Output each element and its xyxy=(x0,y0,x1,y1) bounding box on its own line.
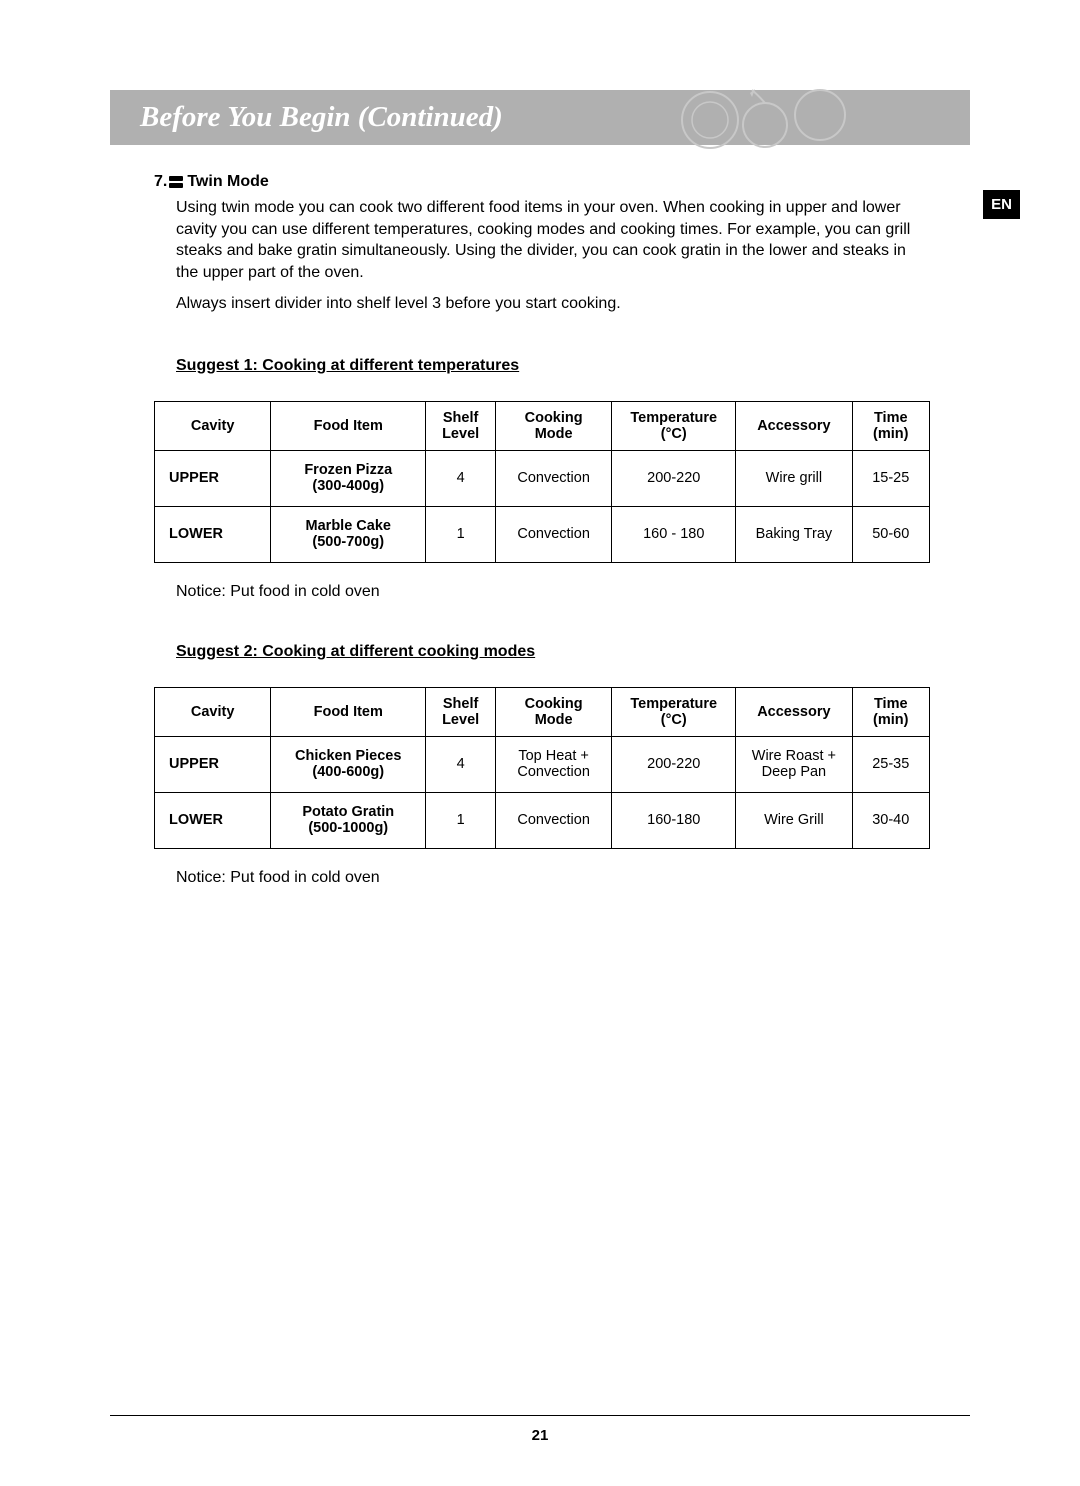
th-accessory: Accessory xyxy=(736,401,852,450)
table-row: UPPER Frozen Pizza (300-400g) 4 Convecti… xyxy=(155,450,930,506)
cell-temp: 200-220 xyxy=(612,736,736,792)
table-row: UPPER Chicken Pieces (400-600g) 4 Top He… xyxy=(155,736,930,792)
cell-time: 30-40 xyxy=(852,792,930,848)
cell-mode: Convection xyxy=(496,506,612,562)
section-paragraph-1: Using twin mode you can cook two differe… xyxy=(176,197,930,283)
cell-food: Frozen Pizza (300-400g) xyxy=(271,450,426,506)
header-decoration xyxy=(670,85,850,155)
cell-cavity: UPPER xyxy=(155,450,271,506)
suggest1-title: Suggest 1: Cooking at different temperat… xyxy=(176,357,930,375)
language-badge: EN xyxy=(983,190,1020,219)
cell-acc: Baking Tray xyxy=(736,506,852,562)
cell-shelf: 1 xyxy=(426,506,496,562)
th-accessory: Accessory xyxy=(736,687,852,736)
suggest2-table: Cavity Food Item Shelf Level Cooking Mod… xyxy=(154,687,930,849)
suggest1-table: Cavity Food Item Shelf Level Cooking Mod… xyxy=(154,401,930,563)
section-paragraph-2: Always insert divider into shelf level 3… xyxy=(176,293,930,315)
content-area: 7. Twin Mode Using twin mode you can coo… xyxy=(110,173,970,887)
th-mode: Cooking Mode xyxy=(496,401,612,450)
cell-acc: Wire grill xyxy=(736,450,852,506)
th-shelf: Shelf Level xyxy=(426,687,496,736)
cell-temp: 160 - 180 xyxy=(612,506,736,562)
cell-cavity: UPPER xyxy=(155,736,271,792)
th-cavity: Cavity xyxy=(155,401,271,450)
cell-mode: Convection xyxy=(496,450,612,506)
cell-temp: 160-180 xyxy=(612,792,736,848)
cell-acc: Wire Grill xyxy=(736,792,852,848)
cell-shelf: 4 xyxy=(426,450,496,506)
cell-shelf: 4 xyxy=(426,736,496,792)
th-shelf: Shelf Level xyxy=(426,401,496,450)
th-time: Time (min) xyxy=(852,401,930,450)
cell-acc: Wire Roast + Deep Pan xyxy=(736,736,852,792)
suggest2-notice: Notice: Put food in cold oven xyxy=(176,869,930,887)
section-number: 7. xyxy=(154,173,167,191)
th-food: Food Item xyxy=(271,401,426,450)
table-header-row: Cavity Food Item Shelf Level Cooking Mod… xyxy=(155,401,930,450)
table-row: LOWER Marble Cake (500-700g) 1 Convectio… xyxy=(155,506,930,562)
cell-temp: 200-220 xyxy=(612,450,736,506)
cell-cavity: LOWER xyxy=(155,506,271,562)
header-title: Before You Begin (Continued) xyxy=(140,101,503,134)
suggest2-title: Suggest 2: Cooking at different cooking … xyxy=(176,643,930,661)
section-title: Twin Mode xyxy=(187,173,268,191)
th-temp: Temperature (°C) xyxy=(612,401,736,450)
cell-time: 15-25 xyxy=(852,450,930,506)
th-cavity: Cavity xyxy=(155,687,271,736)
suggest1-notice: Notice: Put food in cold oven xyxy=(176,583,930,601)
cell-mode: Convection xyxy=(496,792,612,848)
page-container: Before You Begin (Continued) EN 7. Twin … xyxy=(0,0,1080,1486)
cell-shelf: 1 xyxy=(426,792,496,848)
cell-food: Chicken Pieces (400-600g) xyxy=(271,736,426,792)
section-heading: 7. Twin Mode xyxy=(154,173,930,191)
th-time: Time (min) xyxy=(852,687,930,736)
table-row: LOWER Potato Gratin (500-1000g) 1 Convec… xyxy=(155,792,930,848)
th-food: Food Item xyxy=(271,687,426,736)
th-temp: Temperature (°C) xyxy=(612,687,736,736)
cell-food: Marble Cake (500-700g) xyxy=(271,506,426,562)
cell-cavity: LOWER xyxy=(155,792,271,848)
table-header-row: Cavity Food Item Shelf Level Cooking Mod… xyxy=(155,687,930,736)
th-mode: Cooking Mode xyxy=(496,687,612,736)
cell-food: Potato Gratin (500-1000g) xyxy=(271,792,426,848)
cell-mode: Top Heat + Convection xyxy=(496,736,612,792)
header-banner: Before You Begin (Continued) xyxy=(110,90,970,145)
page-number: 21 xyxy=(0,1427,1080,1444)
twin-mode-icon xyxy=(169,176,183,188)
cell-time: 50-60 xyxy=(852,506,930,562)
footer-divider xyxy=(110,1415,970,1416)
cell-time: 25-35 xyxy=(852,736,930,792)
